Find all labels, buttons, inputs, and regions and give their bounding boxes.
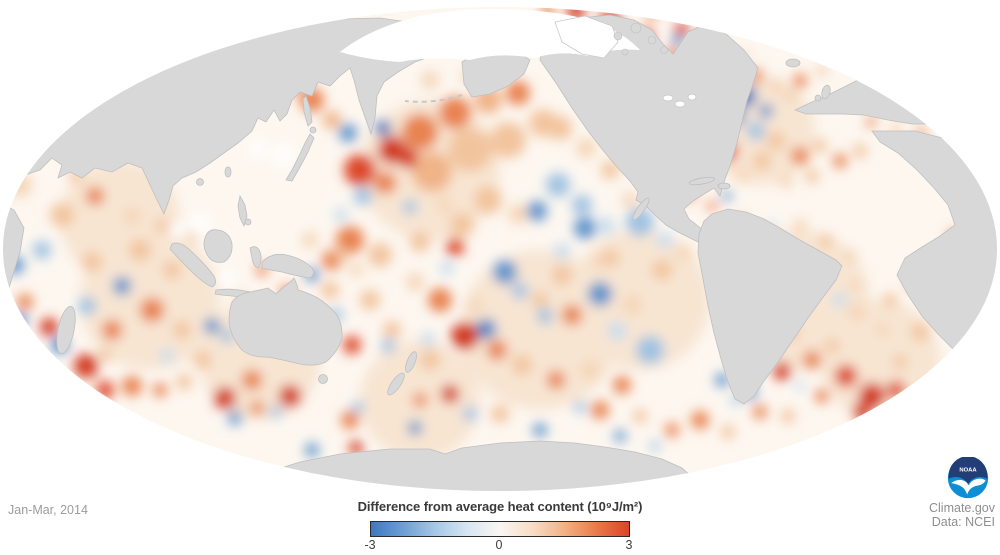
colorbar-tick-min: -3	[364, 538, 376, 552]
sakhalin	[302, 95, 313, 127]
north-america	[539, 14, 759, 250]
great-britain	[821, 84, 831, 100]
iceland	[785, 58, 801, 68]
australia	[228, 277, 343, 366]
sumatra	[169, 242, 216, 288]
new-zealand-south	[387, 372, 405, 396]
greenland	[554, 15, 619, 59]
colorbar-gradient	[370, 521, 630, 537]
baja-california	[632, 197, 650, 221]
credit-data-source: Data: NCEI	[931, 515, 995, 529]
hainan	[196, 178, 204, 186]
date-label: Jan-Mar, 2014	[8, 503, 88, 517]
arctic-no-data-region	[340, 8, 697, 108]
globe-ellipse	[3, 7, 997, 491]
noaa-logo: NOAA	[947, 457, 989, 499]
world-heat-anomaly-map	[3, 7, 997, 491]
sulawesi	[249, 246, 262, 269]
madagascar	[56, 306, 76, 354]
tasmania	[318, 374, 328, 384]
africa-west	[871, 130, 997, 361]
africa-east-sliver	[3, 199, 25, 326]
colorbar-tick-max: 3	[625, 538, 633, 552]
hokkaido	[309, 126, 317, 134]
credit-site: Climate.gov	[929, 501, 995, 515]
antarctica	[267, 440, 696, 491]
noaa-logo-crest	[948, 457, 988, 485]
south-america	[697, 208, 843, 405]
arctic-islands	[613, 22, 668, 56]
seagull-icon	[951, 478, 986, 495]
great-lakes	[662, 93, 697, 108]
ireland	[814, 94, 822, 102]
hispaniola	[717, 182, 731, 190]
noaa-logo-text: NOAA	[959, 467, 977, 473]
legend: Difference from average heat content (10…	[340, 499, 660, 514]
cuba	[688, 176, 716, 186]
colorbar-tick-mid: 0	[495, 538, 503, 552]
credits: Climate.gov Data: NCEI	[929, 501, 995, 529]
legend-title: Difference from average heat content (10…	[357, 499, 643, 514]
aleutian-islands	[404, 94, 463, 103]
new-guinea	[261, 253, 314, 279]
borneo	[203, 229, 233, 263]
new-zealand-north	[405, 351, 417, 373]
taiwan	[224, 166, 232, 178]
philippines	[237, 194, 248, 228]
japan	[285, 133, 315, 182]
